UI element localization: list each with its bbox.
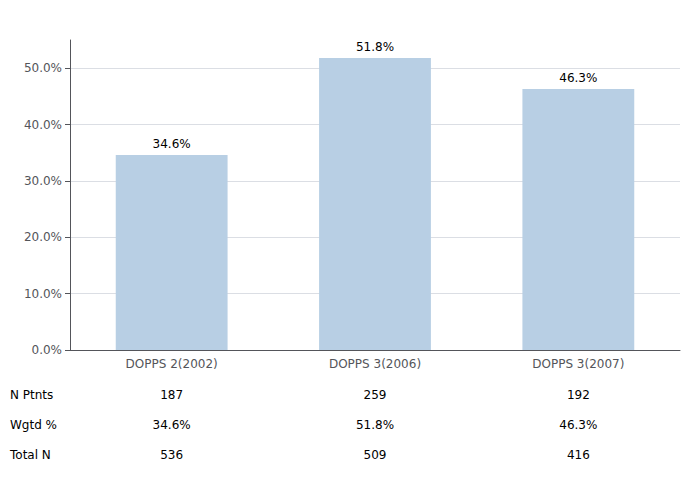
svg-text:416: 416: [567, 448, 590, 462]
svg-text:51.8%: 51.8%: [356, 418, 394, 432]
svg-text:DOPPS 3(2007): DOPPS 3(2007): [532, 357, 624, 371]
svg-text:30.0%: 30.0%: [24, 174, 62, 188]
svg-text:0.0%: 0.0%: [32, 343, 63, 357]
svg-text:51.8%: 51.8%: [356, 40, 394, 54]
svg-text:34.6%: 34.6%: [153, 418, 191, 432]
svg-text:259: 259: [364, 388, 387, 402]
svg-text:34.6%: 34.6%: [153, 137, 191, 151]
svg-text:509: 509: [364, 448, 387, 462]
svg-text:46.3%: 46.3%: [559, 71, 597, 85]
svg-text:187: 187: [160, 388, 183, 402]
svg-text:N Ptnts: N Ptnts: [10, 388, 53, 402]
svg-text:50.0%: 50.0%: [24, 61, 62, 75]
svg-text:20.0%: 20.0%: [24, 230, 62, 244]
svg-text:Wgtd %: Wgtd %: [10, 418, 57, 432]
svg-text:Total N: Total N: [9, 448, 51, 462]
svg-text:DOPPS 2(2002): DOPPS 2(2002): [126, 357, 218, 371]
svg-text:46.3%: 46.3%: [559, 418, 597, 432]
svg-text:40.0%: 40.0%: [24, 118, 62, 132]
svg-text:536: 536: [160, 448, 183, 462]
svg-text:DOPPS 3(2006): DOPPS 3(2006): [329, 357, 421, 371]
svg-text:10.0%: 10.0%: [24, 287, 62, 301]
svg-text:192: 192: [567, 388, 590, 402]
